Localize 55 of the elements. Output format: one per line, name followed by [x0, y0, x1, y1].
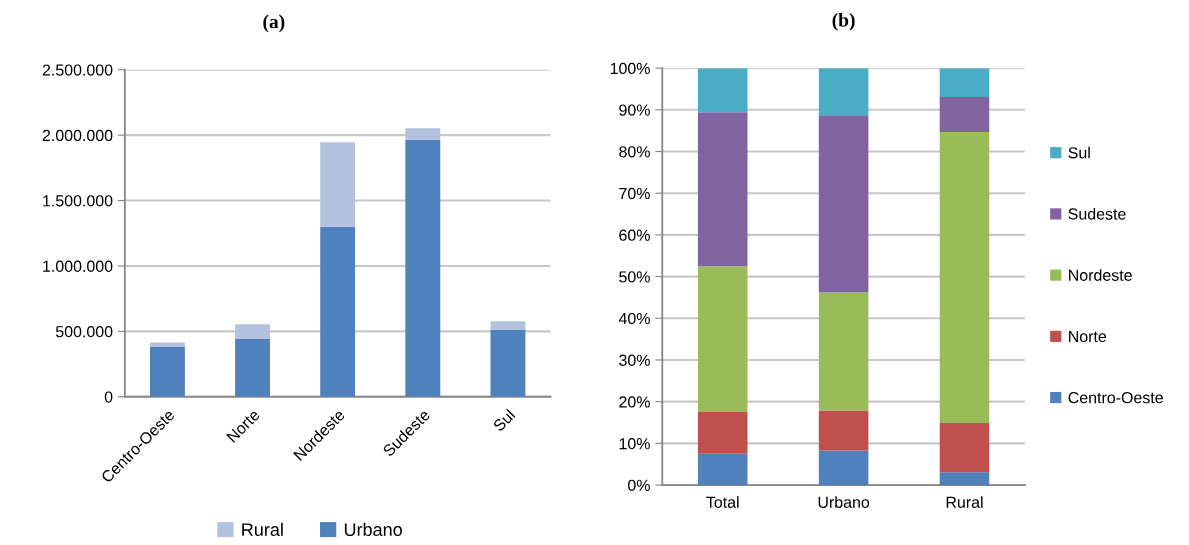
- y-tick-label: 30%: [619, 354, 650, 366]
- legend-label: Urbano: [344, 522, 402, 536]
- bar: [235, 324, 270, 339]
- y-tick-label: 40%: [618, 312, 650, 325]
- x-tick-label: Urbano: [818, 496, 870, 508]
- y-tick-label: 1.500.000: [43, 195, 113, 207]
- y-tick-label: 100%: [610, 62, 650, 75]
- y-tick-label: 20%: [619, 396, 650, 408]
- bar: [818, 292, 869, 411]
- bar: [818, 410, 869, 451]
- bar: [697, 412, 748, 454]
- legend-label: Nordeste: [1069, 269, 1132, 281]
- y-tick-label: 1.000.000: [43, 260, 113, 272]
- bar: [939, 422, 990, 473]
- bar: [939, 472, 990, 486]
- bar: [405, 128, 441, 140]
- y-tick-label: 0%: [628, 479, 650, 491]
- bar: [939, 96, 990, 132]
- bar: [697, 112, 748, 267]
- bar: [697, 68, 748, 113]
- bar: [320, 226, 356, 397]
- bar: [818, 68, 869, 116]
- bar: [320, 142, 356, 227]
- bar: [697, 453, 748, 486]
- y-tick-label: 0: [104, 391, 113, 403]
- bar: [405, 139, 441, 397]
- bar: [149, 342, 185, 347]
- x-tick-label: Total: [706, 496, 739, 508]
- y-tick-label: 90%: [619, 104, 650, 116]
- bar: [939, 68, 990, 97]
- legend-label: Rural: [242, 522, 283, 536]
- bar: [149, 346, 185, 397]
- y-tick-label: 2.500.000: [42, 64, 113, 76]
- bar: [490, 329, 526, 397]
- legend-label: Norte: [1069, 330, 1107, 343]
- y-tick-label: 500.000: [55, 325, 113, 338]
- legend-label: Sul: [1068, 146, 1090, 159]
- x-tick-label: Rural: [946, 496, 983, 508]
- legend-label: Centro-Oeste: [1068, 391, 1163, 404]
- bar: [818, 450, 869, 486]
- y-tick-label: 2.000.000: [42, 129, 113, 142]
- chart-title: (a): [263, 14, 285, 33]
- y-tick-label: 80%: [619, 146, 650, 158]
- chart-title: (b): [832, 12, 855, 31]
- y-tick-label: 10%: [619, 437, 650, 450]
- y-tick-label: 70%: [619, 187, 650, 200]
- bar: [818, 115, 869, 293]
- y-tick-label: 60%: [619, 229, 650, 241]
- legend-label: Sudeste: [1068, 207, 1126, 220]
- bar: [939, 131, 990, 423]
- y-tick-label: 50%: [619, 271, 650, 283]
- x-tick-label: Sul: [492, 408, 516, 432]
- bar: [490, 321, 526, 330]
- bar: [697, 266, 748, 413]
- bar: [235, 338, 270, 397]
